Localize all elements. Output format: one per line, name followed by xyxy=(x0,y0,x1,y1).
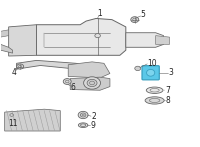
Ellipse shape xyxy=(63,79,71,84)
Polygon shape xyxy=(68,62,110,78)
Polygon shape xyxy=(5,109,60,131)
Polygon shape xyxy=(36,19,126,55)
Text: 4: 4 xyxy=(12,67,17,77)
Text: 3: 3 xyxy=(168,68,173,77)
Ellipse shape xyxy=(78,111,88,119)
Polygon shape xyxy=(1,30,9,37)
Ellipse shape xyxy=(146,87,163,93)
Ellipse shape xyxy=(135,66,141,71)
Text: 10: 10 xyxy=(147,59,156,67)
Polygon shape xyxy=(9,25,36,56)
Ellipse shape xyxy=(87,79,97,87)
Ellipse shape xyxy=(78,123,88,127)
Polygon shape xyxy=(70,77,110,90)
Ellipse shape xyxy=(147,69,155,76)
Text: 6: 6 xyxy=(70,83,75,92)
Ellipse shape xyxy=(145,97,164,104)
Polygon shape xyxy=(126,33,164,47)
Ellipse shape xyxy=(95,34,100,38)
Ellipse shape xyxy=(84,77,100,89)
Text: 5: 5 xyxy=(140,10,145,19)
Polygon shape xyxy=(17,60,88,70)
Text: 7: 7 xyxy=(165,86,170,95)
Ellipse shape xyxy=(17,64,24,69)
Text: 2: 2 xyxy=(92,112,96,121)
Polygon shape xyxy=(1,44,13,53)
Text: 11: 11 xyxy=(8,119,17,128)
Text: 8: 8 xyxy=(165,96,170,105)
Polygon shape xyxy=(156,36,170,44)
Ellipse shape xyxy=(131,17,139,22)
FancyBboxPatch shape xyxy=(142,66,159,80)
Text: 1: 1 xyxy=(98,9,102,18)
Text: 9: 9 xyxy=(91,121,95,130)
